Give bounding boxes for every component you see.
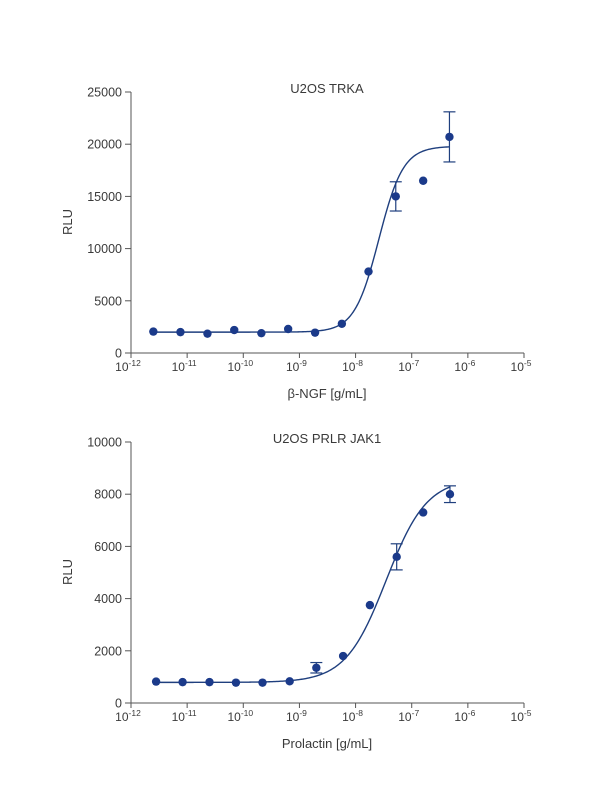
data-point bbox=[418, 176, 428, 185]
data-point bbox=[203, 329, 212, 338]
x-axis-label: β-NGF [g/mL] bbox=[288, 386, 367, 401]
y-axis-label: RLU bbox=[60, 209, 75, 235]
x-tick-label: 10-6 bbox=[454, 708, 475, 724]
y-tick-label: 5000 bbox=[94, 294, 122, 308]
chart-title: U2OS PRLR JAK1 bbox=[273, 431, 381, 446]
data-point bbox=[151, 677, 161, 686]
x-tick-label: 10-8 bbox=[342, 708, 363, 724]
plot-area bbox=[151, 485, 456, 687]
fit-curve bbox=[153, 146, 450, 333]
data-point bbox=[364, 267, 373, 276]
data-point bbox=[231, 678, 241, 687]
plot-area bbox=[149, 111, 456, 338]
y-axis-label: RLU bbox=[60, 559, 75, 585]
axes: 0 5000 10000 15000 20000 25000 10-12 10-11 10-10… bbox=[87, 86, 531, 375]
data-point bbox=[338, 651, 348, 661]
data-point bbox=[257, 328, 266, 338]
x-tick-label: 10-12 bbox=[115, 358, 141, 374]
data-point bbox=[205, 677, 214, 687]
y-tick-label: 20000 bbox=[87, 138, 122, 152]
data-point bbox=[365, 600, 375, 610]
x-tick-label: 10-8 bbox=[342, 358, 363, 374]
chart-prlr-jak1: U2OS PRLR JAK1 RLU Prolactin [g/mL] 0 200… bbox=[60, 431, 532, 751]
x-tick-label: 10-9 bbox=[286, 708, 307, 724]
y-tick-label: 4000 bbox=[94, 592, 122, 606]
x-tick-label: 10-7 bbox=[398, 708, 419, 724]
data-point bbox=[178, 677, 187, 687]
y-tick-label: 2000 bbox=[94, 644, 122, 658]
axes: 0 2000 4000 6000 8000 10000 10-12 10-11 10-10 10-… bbox=[87, 436, 531, 725]
x-tick-label: 10-11 bbox=[172, 708, 197, 724]
y-tick-label: 25000 bbox=[87, 86, 122, 100]
data-point bbox=[312, 663, 321, 672]
data-point bbox=[258, 678, 267, 687]
y-tick-label: 10000 bbox=[87, 242, 122, 256]
chart-trka: U2OS TRKA RLU β-NGF [g/mL] 0 5000 10000 150… bbox=[60, 81, 532, 401]
fit-curve bbox=[156, 486, 451, 684]
y-tick-label: 10000 bbox=[87, 436, 122, 450]
data-point bbox=[310, 328, 320, 337]
data-point bbox=[283, 324, 293, 334]
data-point bbox=[337, 319, 347, 328]
x-tick-label: 10-5 bbox=[511, 358, 532, 374]
data-point bbox=[392, 552, 401, 562]
y-tick-label: 15000 bbox=[87, 190, 122, 204]
data-point bbox=[176, 327, 185, 337]
data-point bbox=[418, 508, 428, 517]
x-tick-label: 10-11 bbox=[172, 358, 197, 374]
data-point bbox=[285, 677, 294, 686]
data-point bbox=[445, 490, 455, 499]
y-tick-label: 0 bbox=[115, 347, 122, 361]
x-tick-label: 10-10 bbox=[227, 708, 253, 724]
x-tick-label: 10-5 bbox=[511, 708, 532, 724]
y-tick-label: 0 bbox=[115, 697, 122, 711]
y-tick-label: 6000 bbox=[94, 540, 122, 554]
x-tick-label: 10-6 bbox=[454, 358, 475, 374]
x-tick-label: 10-7 bbox=[398, 358, 419, 374]
x-tick-label: 10-12 bbox=[115, 708, 141, 724]
data-point bbox=[230, 325, 239, 335]
y-tick-label: 8000 bbox=[94, 488, 122, 502]
x-tick-label: 10-10 bbox=[227, 358, 253, 374]
data-point bbox=[391, 192, 400, 201]
x-tick-label: 10-9 bbox=[286, 358, 307, 374]
chart-title: U2OS TRKA bbox=[290, 81, 364, 96]
data-point bbox=[445, 132, 454, 142]
data-point bbox=[149, 327, 158, 336]
x-axis-label: Prolactin [g/mL] bbox=[282, 736, 372, 751]
